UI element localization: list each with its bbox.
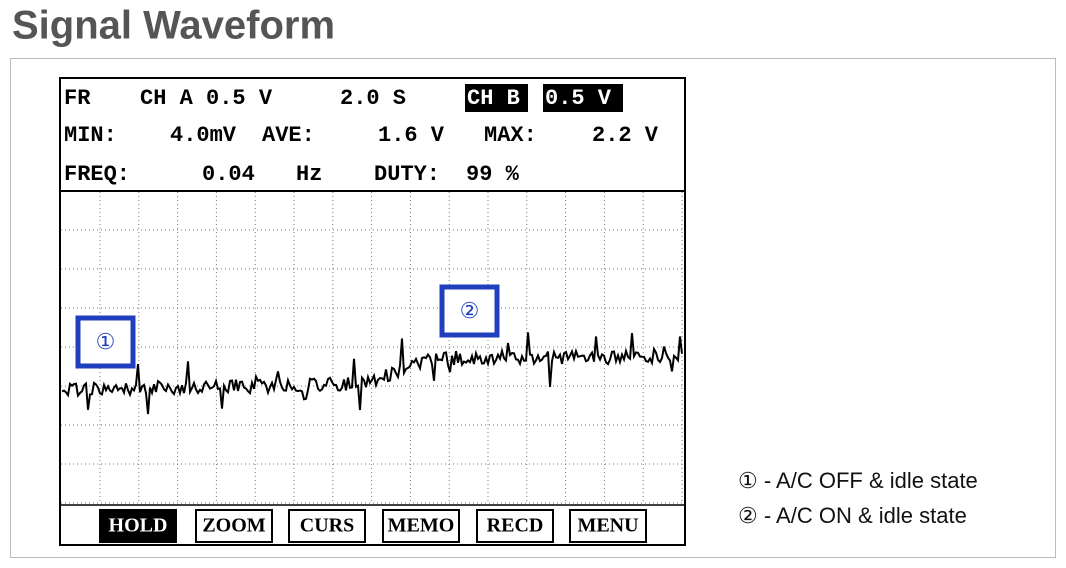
header-text: MAX: bbox=[484, 123, 537, 148]
legend-item: ① - A/C OFF & idle state bbox=[738, 468, 978, 493]
button-label: MENU bbox=[577, 515, 638, 537]
button bbox=[476, 509, 554, 543]
marker-box bbox=[75, 315, 136, 369]
header-text: 0.5 V bbox=[545, 86, 612, 111]
marker-label: ② bbox=[460, 298, 480, 323]
button-label: MEMO bbox=[388, 515, 455, 537]
header-text: FREQ: bbox=[64, 162, 130, 187]
button-label: RECD bbox=[487, 515, 544, 537]
header-text: AVE: bbox=[262, 123, 315, 148]
legend-item: ② - A/C ON & idle state bbox=[738, 503, 967, 528]
marker-label: ① bbox=[96, 329, 116, 354]
header-text: 2.2 V bbox=[592, 123, 659, 148]
header-text: 4.0mV bbox=[170, 123, 237, 148]
header-text: 0.04 bbox=[202, 162, 255, 187]
highlight bbox=[465, 84, 528, 112]
button bbox=[569, 509, 647, 543]
button-label: CURS bbox=[300, 515, 354, 537]
title: Signal Waveform bbox=[12, 4, 335, 48]
content: FR CH A 0.5 V 2.0 S CH B 0.5 V MIN: 4.0mV AVE: 1… bbox=[61, 84, 978, 543]
header-text: Hz bbox=[296, 162, 322, 187]
button bbox=[99, 509, 177, 543]
header-text: 1.6 V bbox=[378, 123, 445, 148]
waveform bbox=[61, 332, 683, 415]
header-text: CH B bbox=[467, 86, 520, 111]
header-text: MIN: bbox=[64, 123, 117, 148]
header-text: 2.0 S bbox=[340, 86, 406, 111]
marker-box bbox=[439, 284, 500, 338]
header-text: DUTY: bbox=[374, 162, 440, 187]
button bbox=[382, 509, 460, 543]
button bbox=[288, 509, 366, 543]
button-label: ZOOM bbox=[202, 515, 265, 537]
header-text: 99 % bbox=[466, 162, 520, 187]
button bbox=[195, 509, 273, 543]
header-text: FR bbox=[64, 86, 91, 111]
highlight bbox=[543, 84, 623, 112]
header-text: CH A 0.5 V bbox=[140, 86, 273, 111]
scope-screen bbox=[59, 77, 686, 546]
button-label: HOLD bbox=[109, 515, 168, 537]
